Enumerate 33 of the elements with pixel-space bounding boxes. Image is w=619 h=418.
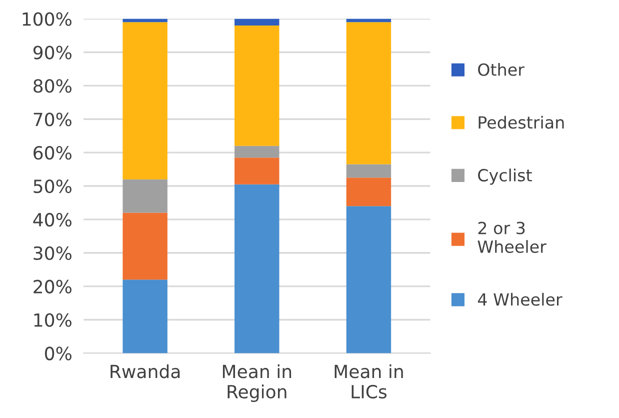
x-tick-label: Mean in Region xyxy=(222,364,292,402)
bar xyxy=(122,22,168,180)
legend-label: Pedestrian xyxy=(478,116,564,129)
legend-label: 2 or 3 Wheeler xyxy=(478,222,546,253)
x-tick-label: Mean in LICs xyxy=(334,364,403,399)
bar xyxy=(346,164,392,178)
x-tick-label: Rwanda xyxy=(110,364,180,378)
bar xyxy=(122,18,168,22)
y-tick-label: 70% xyxy=(34,112,72,126)
y-tick-label: 10% xyxy=(34,313,72,327)
bar xyxy=(234,146,280,158)
bar xyxy=(346,178,392,206)
legend-label: 4 Wheeler xyxy=(478,292,562,306)
legend-label: Other xyxy=(478,63,524,76)
y-tick-label: 40% xyxy=(33,212,72,227)
y-tick-label: 30% xyxy=(34,246,72,260)
bar xyxy=(122,212,168,280)
bar xyxy=(346,22,392,164)
y-tick-label: 20% xyxy=(34,280,72,294)
y-tick-label: 60% xyxy=(34,146,72,160)
bar xyxy=(122,280,168,354)
y-tick-label: 100% xyxy=(22,12,72,26)
bar xyxy=(122,179,168,213)
bar xyxy=(346,206,392,354)
bar xyxy=(234,26,280,146)
bar xyxy=(234,158,280,184)
y-tick-label: 90% xyxy=(33,46,72,60)
y-tick-label: 0% xyxy=(45,346,72,360)
bar xyxy=(234,18,280,26)
legend-label: Cyclist xyxy=(478,168,532,185)
bar xyxy=(234,184,280,354)
y-tick-label: 80% xyxy=(34,79,72,93)
y-tick-label: 50% xyxy=(34,179,72,194)
